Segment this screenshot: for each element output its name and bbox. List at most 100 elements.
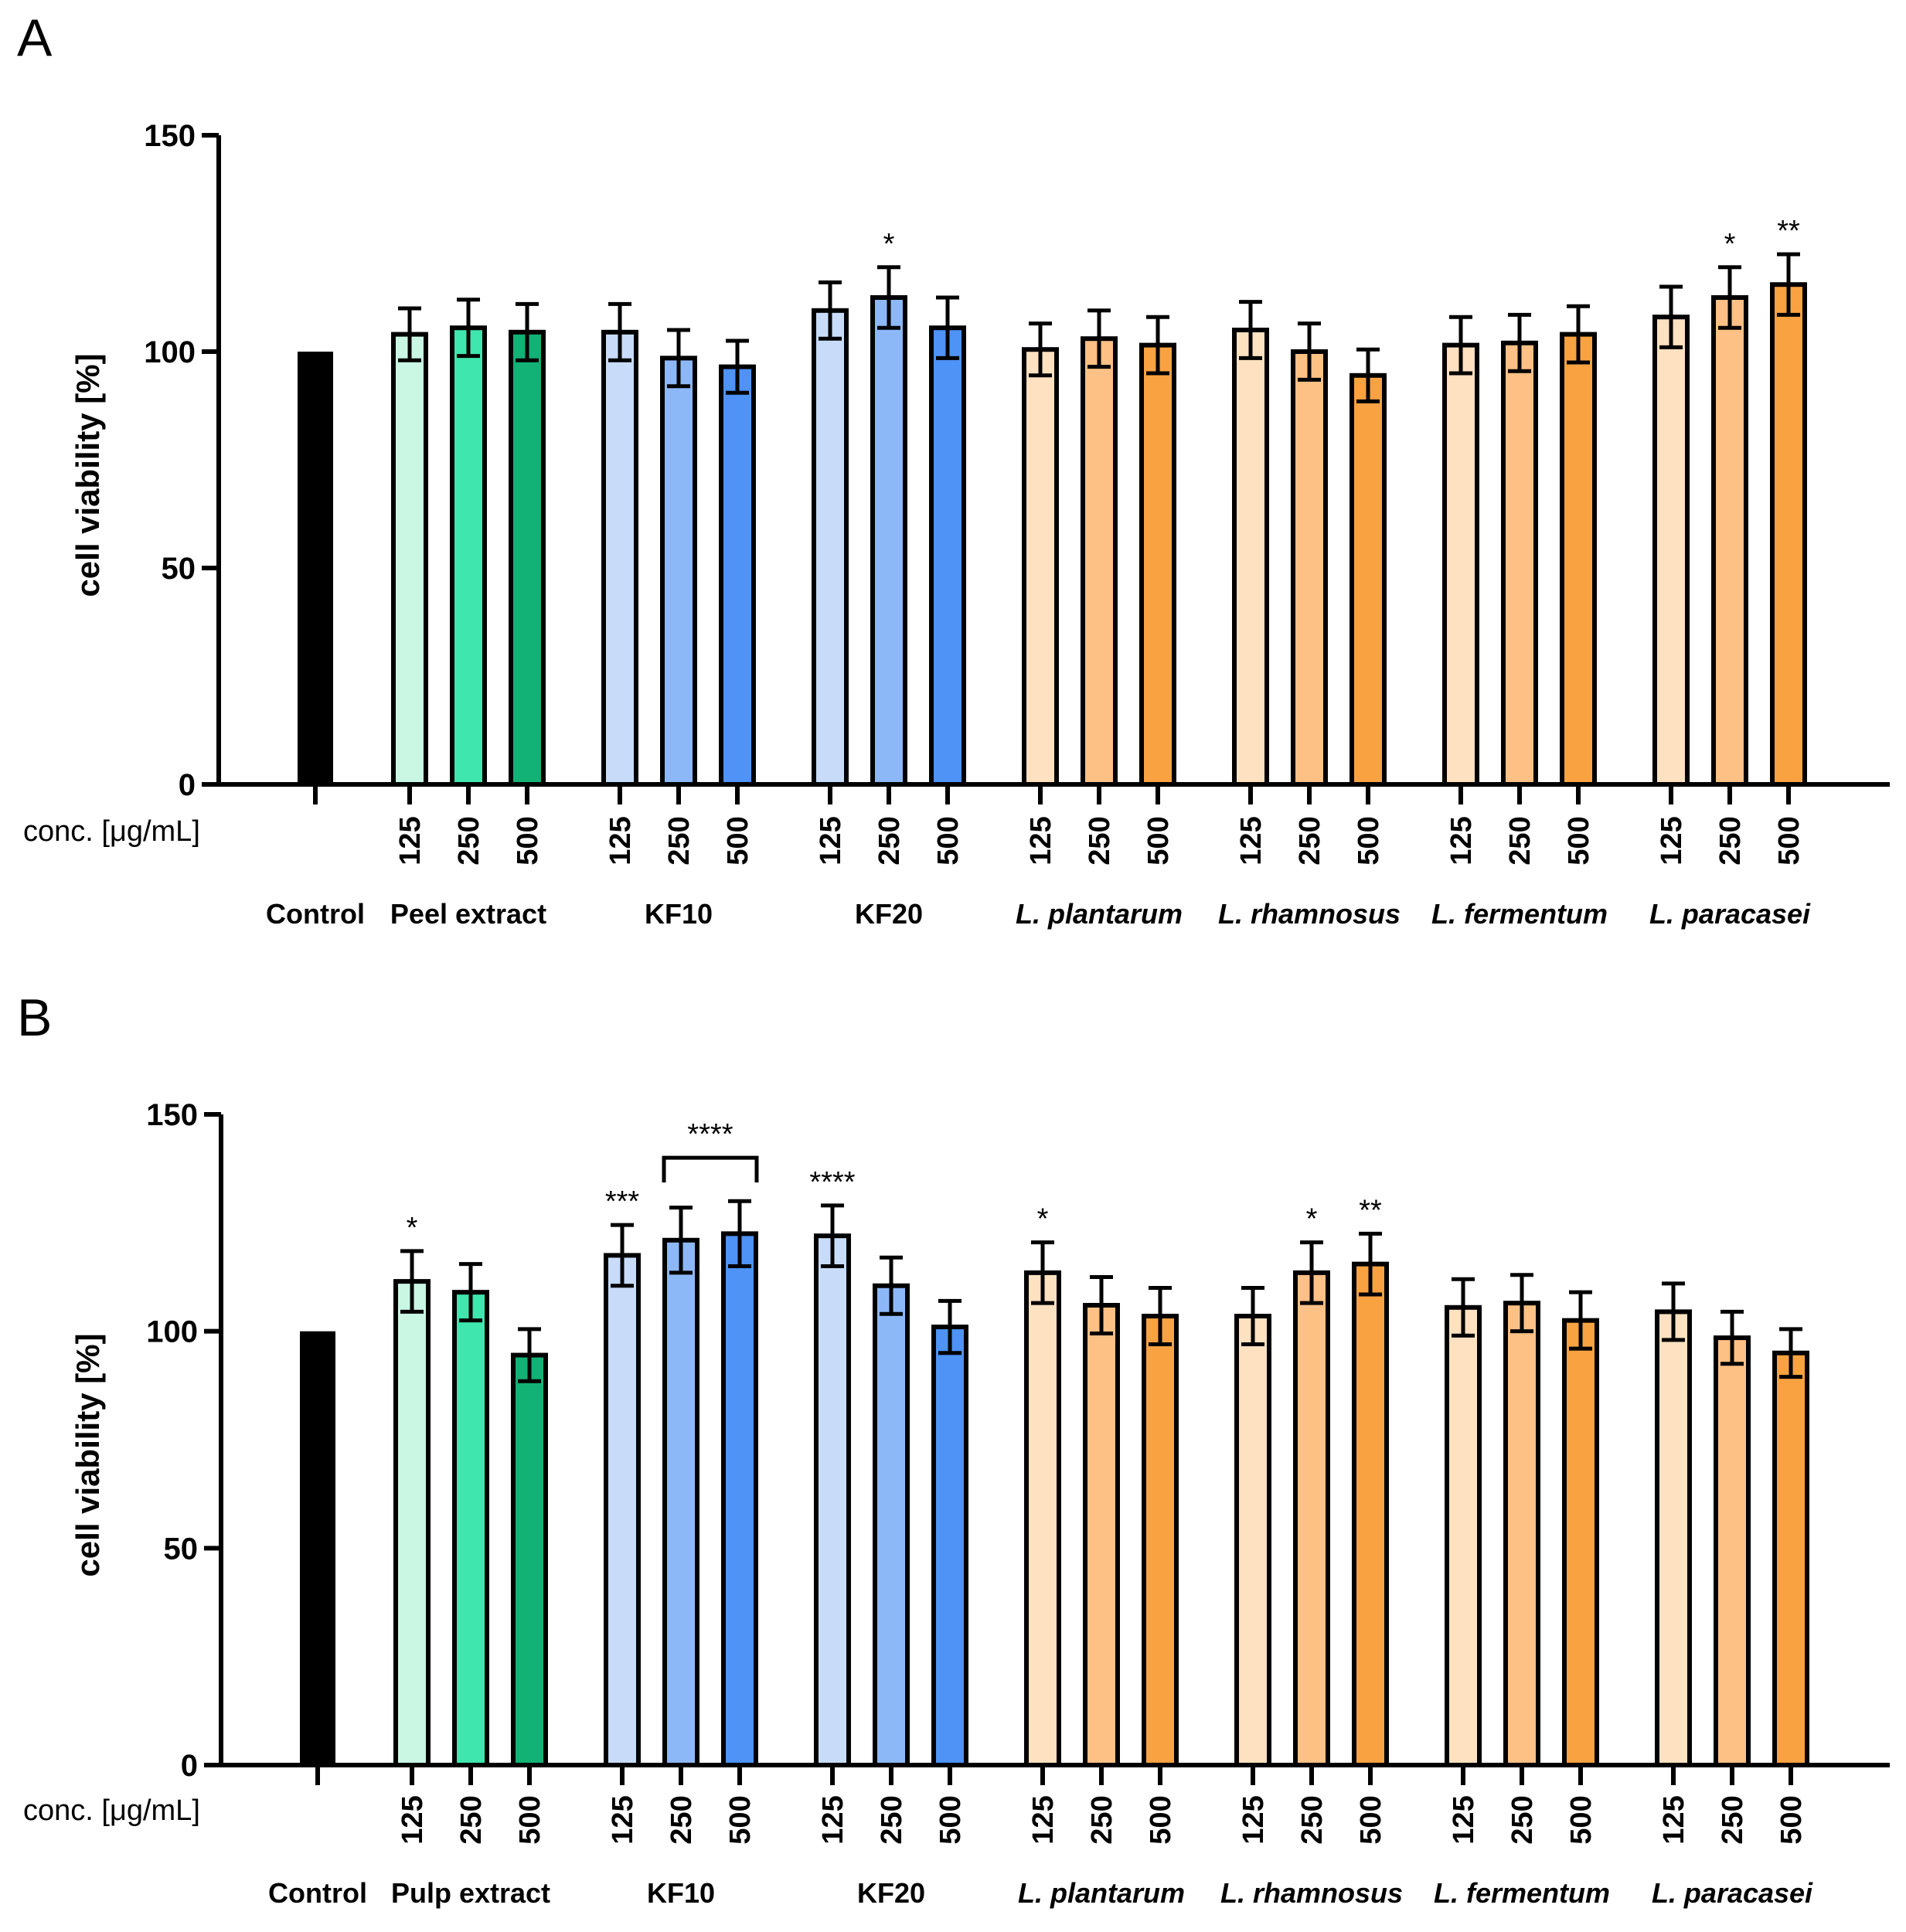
bar (1445, 1304, 1482, 1767)
bar (929, 325, 966, 787)
group-label: KF10 (647, 1877, 715, 1909)
concentration-label: 250 (1506, 1795, 1539, 1844)
x-axis-label: conc. [μg/mL] (23, 815, 200, 848)
group-label: L. rhamnosus (1220, 1877, 1403, 1909)
bar (931, 1325, 968, 1767)
concentration-label: 500 (1775, 1795, 1808, 1844)
bar (391, 332, 428, 787)
concentration-label: 125 (397, 1795, 429, 1844)
bar (1501, 340, 1538, 787)
group-label: L. plantarum (1016, 898, 1183, 930)
concentration-label: 125 (394, 816, 427, 865)
concentration-label: 250 (1086, 1795, 1118, 1844)
concentration-label: 500 (1563, 816, 1595, 865)
bar (1442, 342, 1479, 787)
group-label: Peel extract (390, 898, 546, 930)
bar (1350, 372, 1387, 787)
significance-stars: **** (809, 1166, 855, 1199)
x-axis-label: conc. [μg/mL] (23, 1794, 200, 1827)
bar (1652, 315, 1690, 787)
concentration-label: 500 (1565, 1795, 1598, 1844)
y-tick-label: 150 (144, 119, 196, 153)
concentration-label: 500 (724, 1795, 757, 1844)
y-tick-label: 100 (146, 1315, 198, 1349)
concentration-label: 125 (604, 816, 637, 865)
bar (719, 364, 756, 787)
concentration-label: 500 (934, 1795, 967, 1844)
bar (601, 329, 638, 787)
bar (509, 329, 546, 787)
bar (1293, 1270, 1330, 1768)
bar (721, 1231, 758, 1768)
bar (604, 1253, 641, 1767)
concentration-label: 125 (1658, 1795, 1690, 1844)
concentration-label: 250 (876, 1795, 908, 1844)
bar (1770, 282, 1807, 787)
significance-bracket (662, 1155, 759, 1183)
concentration-label: 125 (1027, 1795, 1060, 1844)
bar (1291, 349, 1328, 787)
y-axis-label: cell viability [%] (70, 353, 106, 597)
concentration-label: 500 (932, 816, 965, 865)
concentration-label: 125 (1656, 816, 1688, 865)
panel-a: A 0 50 100 150 cell viability [%] conc. [μg/mL… (17, 9, 1890, 930)
bracket-stars: **** (687, 1118, 733, 1151)
bar (1562, 1318, 1599, 1767)
group-label: Pulp extract (391, 1877, 550, 1909)
concentration-label: 250 (1294, 816, 1326, 865)
concentration-label: 250 (1714, 816, 1747, 865)
panel-b: B 0 50 100 150 cell viability [%] conc. [μg/mL… (17, 988, 1890, 1909)
concentration-label: 250 (453, 816, 485, 865)
concentration-label: 125 (817, 1795, 849, 1844)
y-axis-label: cell viability [%] (70, 1333, 106, 1577)
y-tick-label: 150 (146, 1098, 198, 1132)
bar (1022, 347, 1059, 787)
significance-stars: * (883, 228, 895, 260)
bar (1083, 1302, 1120, 1767)
bar (1711, 295, 1748, 787)
significance-stars: * (1037, 1203, 1049, 1236)
bar (1139, 342, 1176, 787)
significance-stars: * (407, 1212, 418, 1244)
bar (1232, 328, 1269, 787)
bar-control (298, 352, 333, 784)
concentration-label: 500 (1773, 816, 1806, 865)
significance-stars: ** (1777, 215, 1800, 247)
bar (1503, 1301, 1540, 1768)
concentration-label: 125 (1237, 1795, 1270, 1844)
group-label-control: Control (266, 898, 365, 930)
group-label: L. fermentum (1434, 1877, 1610, 1909)
bar (870, 295, 907, 787)
bar (1560, 332, 1597, 787)
concentration-label: 500 (1145, 1795, 1177, 1844)
y-tick-label: 50 (162, 552, 196, 586)
y-tick-label: 0 (181, 1749, 198, 1783)
concentration-label: 250 (1504, 816, 1537, 865)
group-label: L. rhamnosus (1218, 898, 1401, 930)
group-label: L. paracasei (1652, 1877, 1813, 1909)
bar (873, 1283, 910, 1767)
concentration-label: 250 (1084, 816, 1116, 865)
panel-letter: A (17, 9, 53, 67)
significance-stars: * (1724, 228, 1736, 260)
bar (393, 1279, 431, 1767)
bar (450, 325, 487, 787)
bar (1655, 1309, 1692, 1767)
concentration-label: 250 (873, 816, 906, 865)
concentration-label: 125 (1235, 816, 1268, 865)
concentration-label: 500 (512, 816, 544, 865)
significance-stars: * (1306, 1203, 1318, 1236)
group-label: L. plantarum (1018, 1877, 1185, 1909)
y-tick-label: 50 (164, 1532, 199, 1566)
bar (1142, 1314, 1179, 1767)
panel-letter: B (17, 988, 52, 1047)
bar-control (300, 1331, 335, 1765)
bar (662, 1237, 699, 1767)
concentration-label: 500 (722, 816, 754, 865)
bar (812, 308, 849, 787)
bar (1024, 1270, 1061, 1768)
concentration-label: 125 (1025, 816, 1057, 865)
bar (1714, 1335, 1751, 1767)
concentration-label: 125 (815, 816, 847, 865)
